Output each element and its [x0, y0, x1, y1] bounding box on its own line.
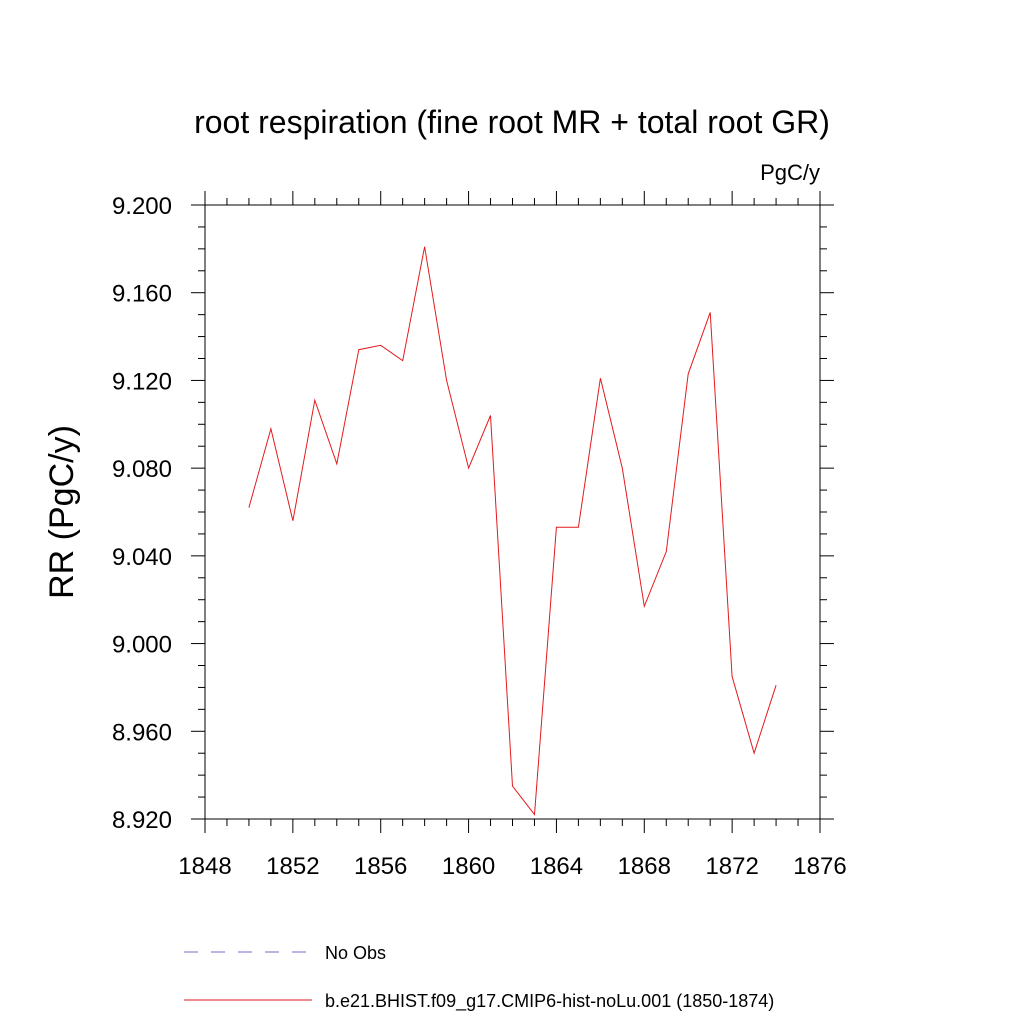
- x-tick-label: 1864: [530, 853, 583, 880]
- y-tick-label: 9.000: [112, 632, 172, 659]
- tick-labels: 1848 1852 1856 1860 1864 1868 1872 1876 8.920 8.9…: [112, 193, 847, 880]
- x-tick-label: 1856: [354, 853, 407, 880]
- y-tick-label: 9.040: [112, 544, 172, 571]
- units-label: PgC/y: [760, 160, 820, 185]
- chart-title: root respiration (fine root MR + total r…: [194, 104, 830, 140]
- y-tick-label: 9.120: [112, 368, 172, 395]
- axis-ticks: [191, 191, 834, 833]
- y-tick-label: 9.160: [112, 281, 172, 308]
- x-tick-label: 1860: [442, 853, 495, 880]
- legend-label: b.e21.BHIST.f09_g17.CMIP6-hist-noLu.001 …: [325, 991, 774, 1012]
- x-tick-label: 1848: [178, 853, 231, 880]
- y-tick-label: 8.920: [112, 807, 172, 834]
- x-tick-label: 1876: [793, 853, 846, 880]
- legend: No Obs b.e21.BHIST.f09_g17.CMIP6-hist-noL…: [184, 943, 774, 1012]
- x-tick-label: 1852: [266, 853, 319, 880]
- x-tick-label: 1872: [705, 853, 758, 880]
- legend-label: No Obs: [325, 943, 386, 963]
- series-line: [248, 246, 777, 816]
- y-tick-label: 9.200: [112, 193, 172, 220]
- x-tick-label: 1868: [618, 853, 671, 880]
- y-tick-label: 8.960: [112, 719, 172, 746]
- series-layer: [248, 246, 777, 816]
- y-axis-label: RR (PgC/y): [43, 425, 81, 599]
- plot-frame: [204, 204, 821, 820]
- y-tick-label: 9.080: [112, 456, 172, 483]
